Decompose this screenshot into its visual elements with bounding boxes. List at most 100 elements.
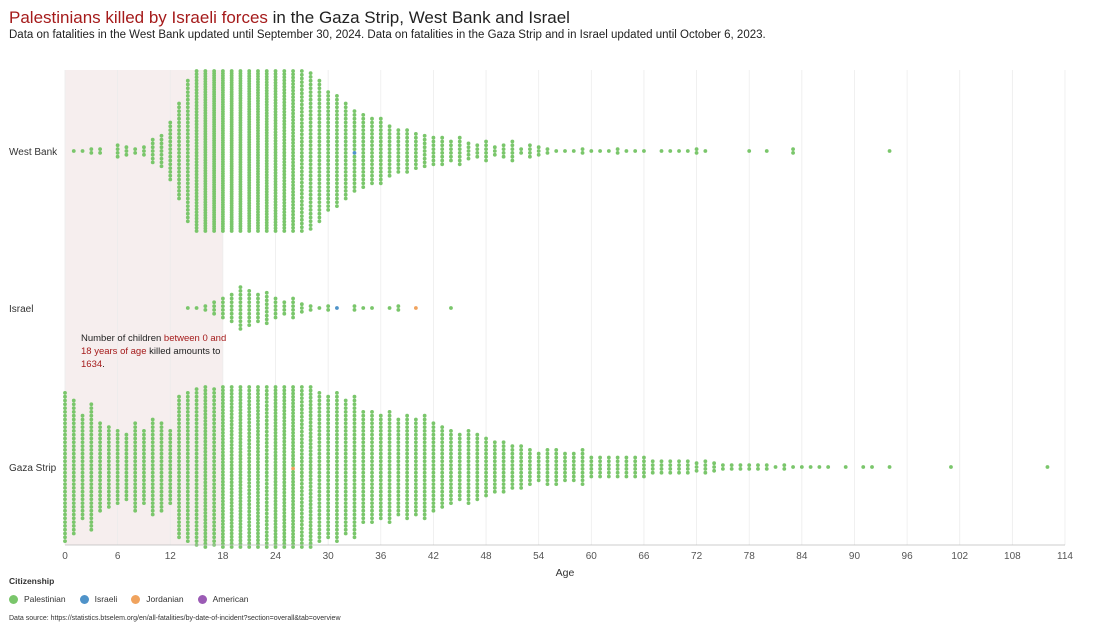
- dot-palestinian: [343, 497, 348, 502]
- legend-item-palestinian[interactable]: Palestinian: [9, 594, 66, 604]
- dot-palestinian: [133, 489, 138, 494]
- dot-palestinian: [747, 149, 752, 153]
- dot-palestinian: [106, 470, 111, 475]
- dot-palestinian: [220, 522, 225, 527]
- dot-palestinian: [378, 135, 383, 140]
- dot-palestinian: [361, 486, 366, 490]
- dot-palestinian: [440, 154, 445, 159]
- dot-palestinian: [510, 467, 515, 471]
- dot-palestinian: [194, 160, 199, 164]
- dot-palestinian: [168, 151, 173, 155]
- dot-palestinian: [528, 478, 532, 483]
- dot-palestinian: [352, 181, 357, 186]
- dot-palestinian: [694, 468, 699, 473]
- dot-palestinian: [299, 481, 304, 486]
- dot-palestinian: [115, 493, 120, 498]
- dot-palestinian: [685, 149, 690, 153]
- dot-palestinian: [299, 474, 304, 479]
- dot-palestinian: [343, 440, 348, 445]
- dot-palestinian: [98, 482, 102, 486]
- dot-palestinian: [177, 185, 181, 190]
- dot-palestinian: [431, 486, 436, 490]
- dot-palestinian: [247, 527, 252, 532]
- dot-palestinian: [387, 455, 392, 460]
- dot-palestinian: [308, 185, 313, 190]
- dot-palestinian: [387, 463, 392, 467]
- dot-palestinian: [115, 474, 120, 479]
- dot-palestinian: [71, 410, 76, 414]
- dot-palestinian: [238, 421, 243, 425]
- dot-palestinian: [203, 92, 208, 97]
- dot-palestinian: [247, 409, 252, 414]
- dot-palestinian: [387, 135, 392, 140]
- dot-palestinian: [106, 459, 111, 464]
- dot-palestinian: [264, 181, 269, 186]
- dot-palestinian: [317, 120, 322, 125]
- dot-palestinian: [212, 531, 217, 536]
- dot-palestinian: [115, 444, 120, 448]
- dot-palestinian: [580, 482, 585, 486]
- dot-palestinian: [98, 451, 102, 456]
- dot-palestinian: [387, 508, 392, 513]
- dot-palestinian: [352, 448, 357, 452]
- dot-palestinian: [545, 451, 550, 456]
- dot-palestinian: [264, 184, 269, 188]
- dot-palestinian: [273, 394, 278, 399]
- dot-palestinian: [335, 508, 339, 513]
- dot-palestinian: [335, 116, 339, 121]
- dot-palestinian: [177, 173, 181, 178]
- dot-palestinian: [142, 440, 146, 445]
- dot-palestinian: [308, 120, 313, 125]
- dot-palestinian: [177, 425, 181, 429]
- dot-palestinian: [220, 434, 225, 438]
- dot-palestinian: [308, 509, 313, 514]
- dot-palestinian: [194, 210, 199, 215]
- dot-palestinian: [273, 92, 278, 97]
- dot-palestinian: [299, 98, 304, 103]
- dot-palestinian: [387, 520, 392, 524]
- dot-palestinian: [220, 430, 225, 435]
- x-tick-label: 36: [375, 551, 387, 562]
- dot-palestinian: [273, 437, 278, 442]
- legend-item-israeli[interactable]: Israeli: [79, 594, 117, 604]
- dot-palestinian: [142, 436, 146, 441]
- dot-palestinian: [370, 470, 374, 475]
- dot-palestinian: [150, 489, 155, 494]
- dot-palestinian: [71, 516, 76, 521]
- dot-palestinian: [133, 151, 138, 155]
- dot-palestinian: [256, 422, 260, 427]
- dot-palestinian: [133, 478, 138, 483]
- dot-palestinian: [466, 448, 471, 452]
- legend-item-american[interactable]: American: [197, 594, 249, 604]
- dot-palestinian: [238, 492, 243, 497]
- dot-palestinian: [203, 200, 208, 205]
- dot-palestinian: [273, 385, 278, 389]
- dot-palestinian: [89, 508, 94, 513]
- dot-palestinian: [282, 75, 287, 80]
- dot-palestinian: [247, 463, 252, 468]
- dot-palestinian: [335, 489, 339, 494]
- dot-palestinian: [177, 192, 181, 197]
- dot-palestinian: [185, 505, 190, 509]
- dot-palestinian: [185, 109, 190, 113]
- dot-palestinian: [422, 489, 427, 494]
- dot-palestinian: [71, 451, 76, 456]
- dot-palestinian: [291, 460, 295, 465]
- dot-palestinian: [378, 448, 383, 452]
- dot-palestinian: [203, 187, 208, 191]
- dot-palestinian: [238, 385, 243, 389]
- dot-palestinian: [98, 508, 102, 513]
- legend-item-jordanian[interactable]: Jordanian: [131, 594, 184, 604]
- dot-palestinian: [194, 539, 199, 543]
- dot-palestinian: [598, 470, 602, 475]
- dot-palestinian: [194, 444, 199, 448]
- dot-palestinian: [273, 535, 278, 540]
- dot-palestinian: [185, 501, 190, 505]
- dot-palestinian: [89, 402, 94, 407]
- dot-palestinian: [203, 111, 208, 115]
- dot-palestinian: [150, 156, 155, 161]
- dot-palestinian: [378, 132, 383, 136]
- dot-palestinian: [273, 168, 278, 172]
- dot-palestinian: [405, 451, 410, 456]
- dot-palestinian: [291, 147, 295, 152]
